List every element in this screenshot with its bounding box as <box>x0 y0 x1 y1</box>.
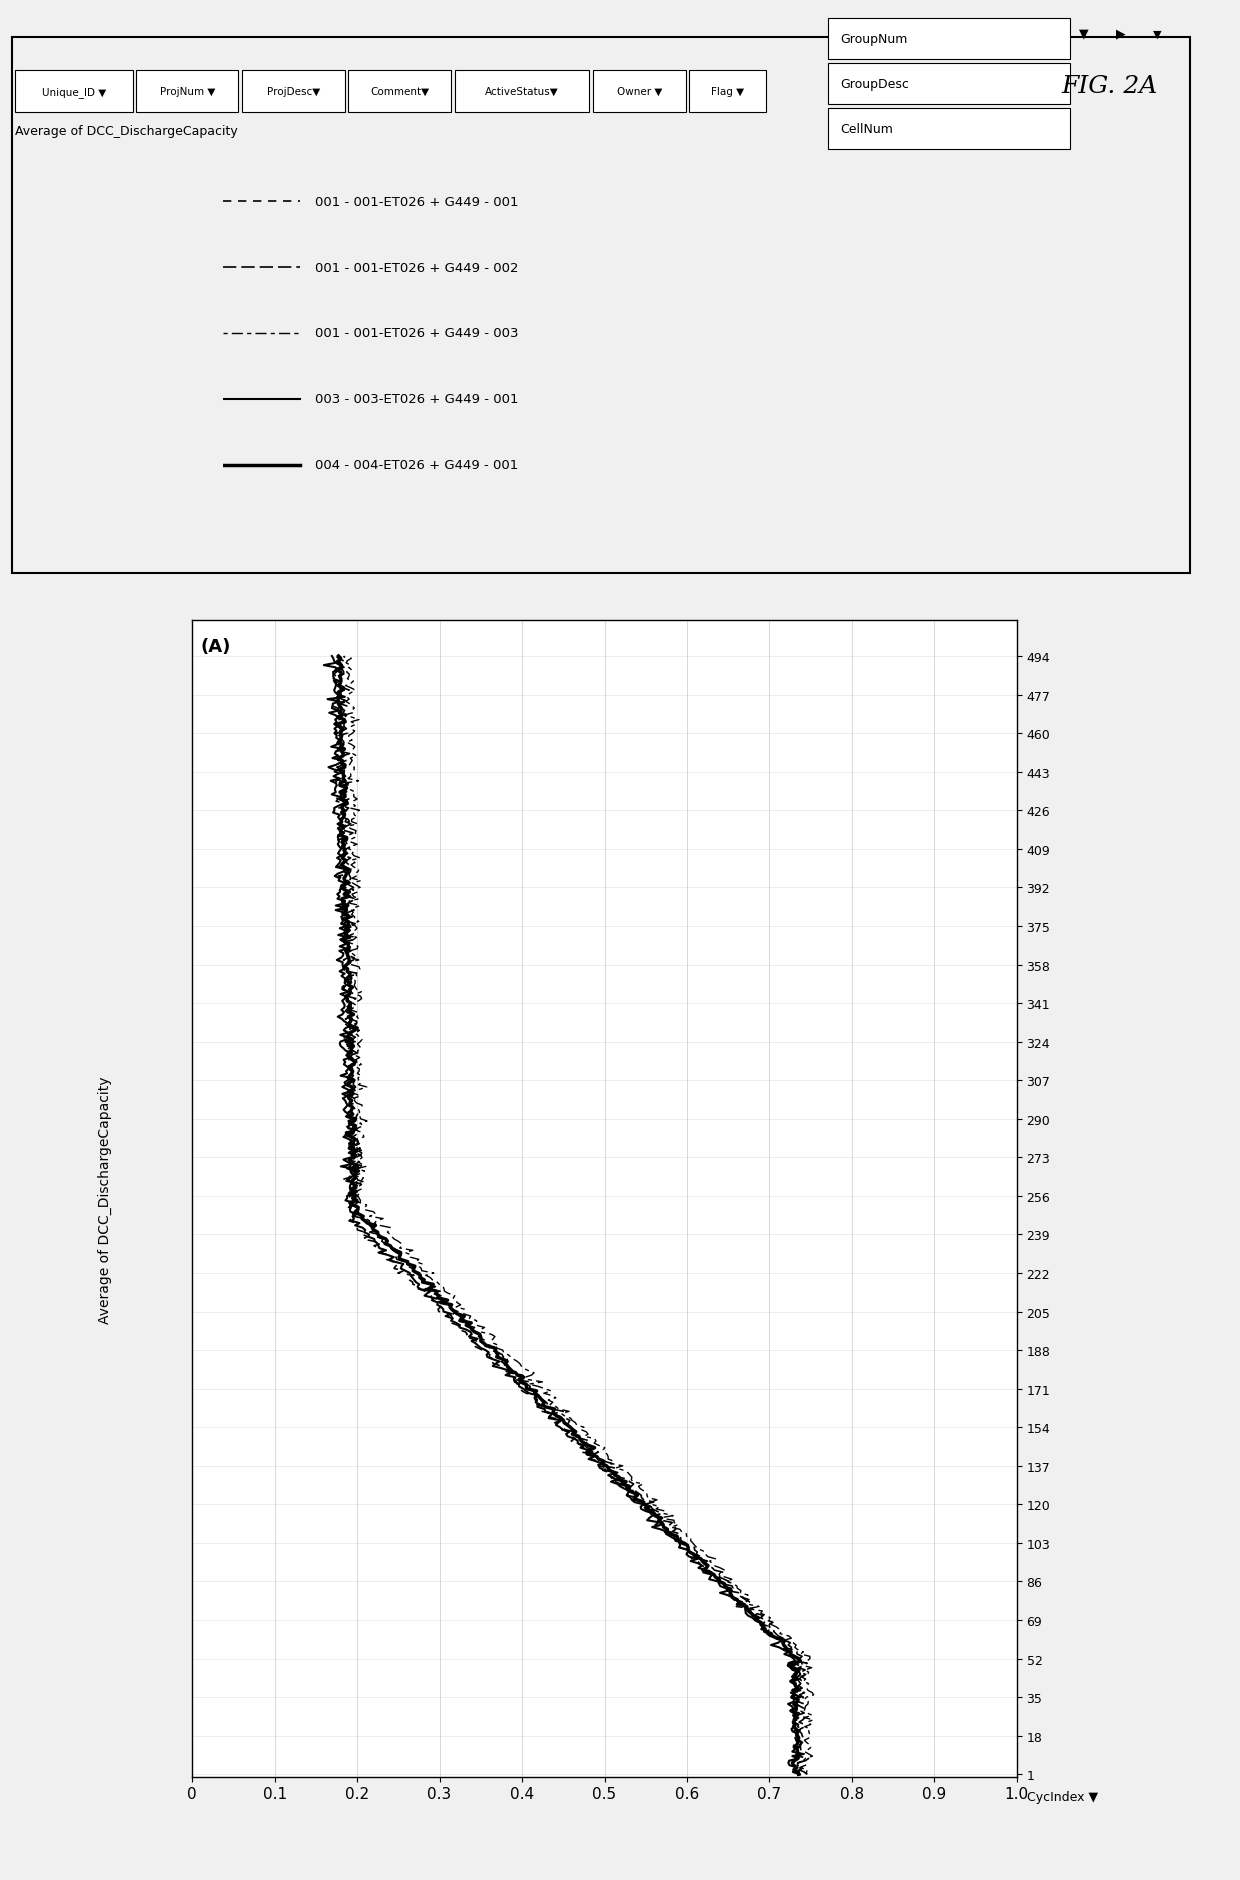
Text: ProjDesc▼: ProjDesc▼ <box>267 86 320 98</box>
Text: Flag ▼: Flag ▼ <box>712 86 744 98</box>
Text: CellNum: CellNum <box>841 124 893 135</box>
Text: 001 - 001-ET026 + G449 - 002: 001 - 001-ET026 + G449 - 002 <box>315 261 520 274</box>
Text: 001 - 001-ET026 + G449 - 003: 001 - 001-ET026 + G449 - 003 <box>315 327 520 340</box>
Text: Average of DCC_DischargeCapacity: Average of DCC_DischargeCapacity <box>15 126 238 137</box>
Text: ▼: ▼ <box>1153 30 1162 39</box>
Text: GroupDesc: GroupDesc <box>841 79 909 90</box>
Text: ProjNum ▼: ProjNum ▼ <box>160 86 215 98</box>
Text: FIG. 2A: FIG. 2A <box>1061 75 1158 98</box>
Text: Comment▼: Comment▼ <box>371 86 429 98</box>
Text: (A): (A) <box>201 637 231 656</box>
Text: Unique_ID ▼: Unique_ID ▼ <box>42 86 105 98</box>
Text: 001 - 001-ET026 + G449 - 001: 001 - 001-ET026 + G449 - 001 <box>315 196 520 209</box>
Text: ▼: ▼ <box>1079 28 1089 41</box>
Text: Owner ▼: Owner ▼ <box>616 86 662 98</box>
Text: Average of DCC_DischargeCapacity: Average of DCC_DischargeCapacity <box>98 1075 113 1324</box>
Text: ActiveStatus▼: ActiveStatus▼ <box>485 86 559 98</box>
Text: CycIndex ▼: CycIndex ▼ <box>1027 1790 1097 1803</box>
Text: 004 - 004-ET026 + G449 - 001: 004 - 004-ET026 + G449 - 001 <box>315 459 518 472</box>
Text: ▶: ▶ <box>1116 28 1126 41</box>
Text: 003 - 003-ET026 + G449 - 001: 003 - 003-ET026 + G449 - 001 <box>315 393 520 406</box>
Text: GroupNum: GroupNum <box>841 34 908 45</box>
